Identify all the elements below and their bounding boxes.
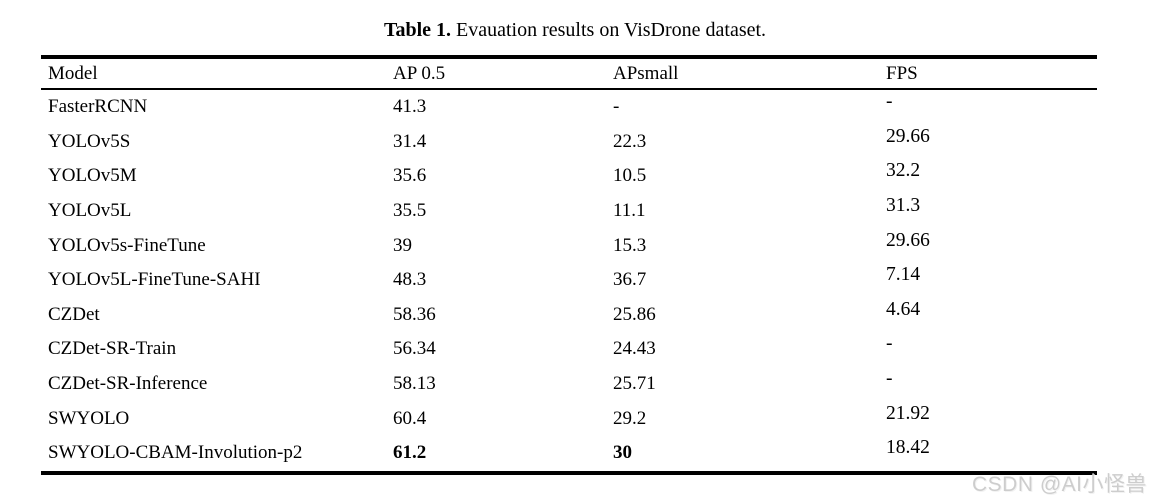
table-caption-label: Table 1. xyxy=(383,19,452,41)
fps-cell: 31.3 xyxy=(886,195,921,217)
apsmall-cell: 22.3 xyxy=(613,130,647,152)
header-row: Model AP 0.5 APsmall FPS xyxy=(41,57,1097,90)
model-cell: FasterRCNN xyxy=(48,96,148,118)
ap05-cell: 35.5 xyxy=(393,200,427,222)
ap05-cell: 31.4 xyxy=(393,130,427,152)
fps-cell: - xyxy=(886,368,893,390)
results-table: Model AP 0.5 APsmall FPS FasterRCNN 41.3… xyxy=(41,55,1097,475)
table-caption: Table 1. Evauation results on VisDrone d… xyxy=(0,0,1150,43)
apsmall-cell: 30 xyxy=(613,442,632,464)
apsmall-cell: 29.2 xyxy=(613,407,647,429)
fps-cell: 18.42 xyxy=(886,437,930,459)
apsmall-cell: 25.86 xyxy=(613,303,656,325)
model-cell: SWYOLO-CBAM-Involution-p2 xyxy=(48,442,303,464)
table-caption-text: Evauation results on VisDrone dataset. xyxy=(451,19,767,41)
model-cell: YOLOv5L xyxy=(48,200,132,222)
ap05-cell: 39 xyxy=(393,234,412,256)
fps-cell: 4.64 xyxy=(886,298,921,320)
ap05-cell: 48.3 xyxy=(393,269,427,291)
model-cell: SWYOLO xyxy=(48,407,130,429)
fps-cell: 29.66 xyxy=(886,229,930,251)
table-row: YOLOv5M 35.6 10.5 32.2 xyxy=(41,159,1097,194)
apsmall-cell: 10.5 xyxy=(613,165,647,187)
table-row: YOLOv5L 35.5 11.1 31.3 xyxy=(41,194,1097,229)
column-header-model: Model xyxy=(41,57,393,90)
table-row: YOLOv5S 31.4 22.3 29.66 xyxy=(41,125,1097,160)
apsmall-cell: 25.71 xyxy=(613,373,656,395)
table-row: CZDet-SR-Train 56.34 24.43 - xyxy=(41,332,1097,367)
model-cell: YOLOv5S xyxy=(48,130,131,152)
model-cell: CZDet xyxy=(48,303,100,325)
fps-cell: 32.2 xyxy=(886,160,921,182)
table-row: YOLOv5s-FineTune 39 15.3 29.66 xyxy=(41,228,1097,263)
ap05-cell: 41.3 xyxy=(393,96,427,118)
model-cell: YOLOv5M xyxy=(48,165,137,187)
table-row: SWYOLO 60.4 29.2 21.92 xyxy=(41,401,1097,436)
ap05-cell: 56.34 xyxy=(393,338,436,360)
fps-cell: - xyxy=(886,333,893,355)
model-cell: YOLOv5L-FineTune-SAHI xyxy=(48,269,261,291)
apsmall-cell: 24.43 xyxy=(613,338,656,360)
ap05-cell: 60.4 xyxy=(393,407,427,429)
apsmall-cell: - xyxy=(613,96,620,118)
model-cell: CZDet-SR-Inference xyxy=(48,373,208,395)
model-cell: CZDet-SR-Train xyxy=(48,338,177,360)
table-row: FasterRCNN 41.3 - - xyxy=(41,89,1097,125)
ap05-cell: 61.2 xyxy=(393,442,427,464)
fps-cell: 29.66 xyxy=(886,125,930,147)
column-header-apsmall: APsmall xyxy=(613,57,886,90)
apsmall-cell: 11.1 xyxy=(613,200,646,222)
table-row: YOLOv5L-FineTune-SAHI 48.3 36.7 7.14 xyxy=(41,263,1097,298)
ap05-cell: 58.36 xyxy=(393,303,436,325)
apsmall-cell: 15.3 xyxy=(613,234,647,256)
fps-cell: 21.92 xyxy=(886,402,930,424)
fps-cell: - xyxy=(886,91,893,113)
apsmall-cell: 36.7 xyxy=(613,269,647,291)
table-row: SWYOLO-CBAM-Involution-p2 61.2 30 18.42 xyxy=(41,436,1097,473)
ap05-cell: 35.6 xyxy=(393,165,427,187)
model-cell: YOLOv5s-FineTune xyxy=(48,234,206,256)
column-header-fps: FPS xyxy=(886,57,1097,90)
table-row: CZDet 58.36 25.86 4.64 xyxy=(41,298,1097,333)
column-header-ap05: AP 0.5 xyxy=(393,57,613,90)
table-row: CZDet-SR-Inference 58.13 25.71 - xyxy=(41,367,1097,402)
ap05-cell: 58.13 xyxy=(393,373,436,395)
fps-cell: 7.14 xyxy=(886,264,921,286)
